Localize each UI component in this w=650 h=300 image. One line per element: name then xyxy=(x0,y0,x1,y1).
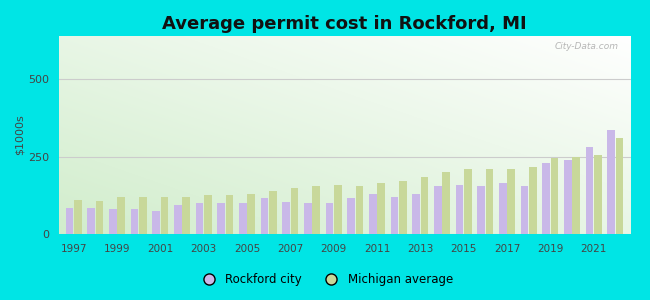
Bar xyxy=(66,208,73,234)
Bar xyxy=(282,202,290,234)
Bar xyxy=(356,186,363,234)
Y-axis label: $1000s: $1000s xyxy=(15,115,25,155)
Bar xyxy=(573,157,580,234)
Bar xyxy=(521,186,528,234)
Bar xyxy=(499,183,507,234)
Bar xyxy=(87,208,95,234)
Bar xyxy=(477,186,485,234)
Bar xyxy=(607,130,615,234)
Bar xyxy=(174,205,182,234)
Bar xyxy=(412,194,420,234)
Bar xyxy=(182,197,190,234)
Bar xyxy=(326,203,333,234)
Bar xyxy=(291,188,298,234)
Bar xyxy=(109,208,117,234)
Bar xyxy=(313,186,320,234)
Bar xyxy=(542,163,550,234)
Bar xyxy=(347,198,355,234)
Bar xyxy=(586,147,593,234)
Bar xyxy=(456,184,463,234)
Bar xyxy=(616,138,623,234)
Bar xyxy=(564,160,572,234)
Bar xyxy=(399,182,407,234)
Bar xyxy=(269,191,277,234)
Bar xyxy=(217,203,225,234)
Bar xyxy=(161,197,168,234)
Text: City-Data.com: City-Data.com xyxy=(555,42,619,51)
Bar xyxy=(152,211,160,234)
Bar xyxy=(464,169,472,234)
Bar xyxy=(486,169,493,234)
Bar xyxy=(118,197,125,234)
Bar xyxy=(508,169,515,234)
Bar xyxy=(139,197,147,234)
Bar xyxy=(594,155,602,234)
Bar xyxy=(334,184,342,234)
Bar xyxy=(421,177,428,234)
Bar xyxy=(96,201,103,234)
Bar xyxy=(443,172,450,234)
Legend: Rockford city, Michigan average: Rockford city, Michigan average xyxy=(192,269,458,291)
Bar xyxy=(529,167,537,234)
Bar xyxy=(248,194,255,234)
Bar xyxy=(369,194,377,234)
Bar xyxy=(551,158,558,234)
Bar xyxy=(131,209,138,234)
Bar xyxy=(304,203,312,234)
Bar xyxy=(196,203,203,234)
Bar xyxy=(226,195,233,234)
Title: Average permit cost in Rockford, MI: Average permit cost in Rockford, MI xyxy=(162,15,526,33)
Bar xyxy=(261,198,268,234)
Bar xyxy=(74,200,82,234)
Bar xyxy=(239,203,247,234)
Bar xyxy=(434,186,442,234)
Bar xyxy=(377,183,385,234)
Bar xyxy=(391,197,398,234)
Bar xyxy=(204,195,212,234)
